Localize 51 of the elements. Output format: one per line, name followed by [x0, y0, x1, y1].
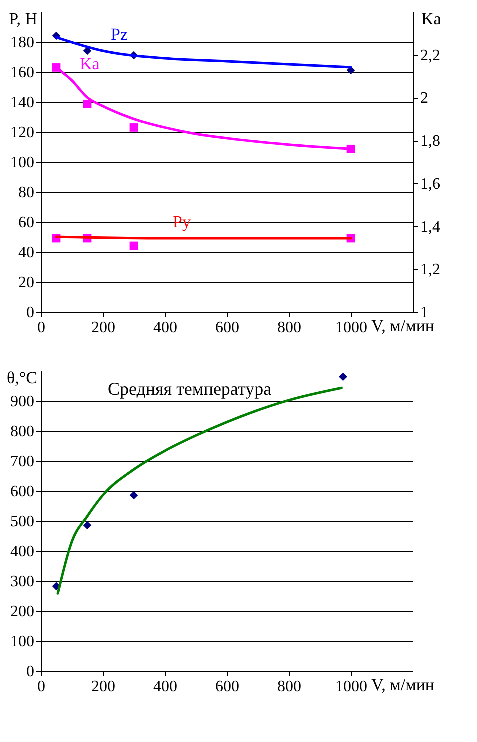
y2-axis-title: Ka	[422, 10, 442, 28]
y-tick-label: 80	[18, 184, 34, 202]
y2-tick-label: 1,2	[420, 262, 440, 279]
series-label: Pz	[111, 25, 128, 44]
y-tick-label: 400	[10, 544, 34, 560]
y2-tick-label: 1,6	[420, 176, 440, 193]
point	[130, 242, 138, 250]
y-axis-title: P, H	[9, 10, 38, 28]
y-tick-label: 800	[10, 424, 34, 440]
y-tick-label: 100	[10, 154, 34, 172]
y-tick-label: 60	[18, 214, 34, 232]
y-tick-label: 160	[10, 64, 34, 82]
x-tick-label: 800	[278, 678, 302, 696]
x-tick-label: 200	[92, 678, 116, 696]
y-axis-title: θ,°C	[6, 368, 38, 388]
y-tick-label: 100	[10, 634, 34, 650]
y-tick-label: 600	[10, 484, 34, 500]
annotation: Средняя температура	[108, 379, 272, 399]
x-tick-label: 600	[216, 678, 240, 696]
y2-tick-label: 2	[420, 90, 428, 108]
x-tick-label: 0	[38, 678, 46, 696]
y2-tick-label: 2,2	[420, 47, 440, 64]
x-tick-label: 1000	[336, 678, 368, 696]
x-axis-title: V, м/мин	[372, 676, 435, 694]
y-tick-label: 140	[10, 94, 34, 112]
y2-tick-label: 1,4	[420, 218, 440, 236]
y2-tick-label: 1,8	[420, 133, 440, 150]
y-tick-label: 200	[10, 604, 34, 620]
y-tick-label: 20	[18, 274, 34, 292]
series-label: Ka	[80, 54, 100, 74]
point	[83, 521, 92, 530]
y-tick-label: 700	[10, 454, 34, 470]
x-tick-label: 400	[154, 678, 178, 696]
y-tick-label: 0	[26, 664, 34, 680]
x-tick-label: 600	[216, 320, 240, 336]
x-tick-label: 400	[154, 320, 178, 336]
point	[130, 124, 138, 132]
y-tick-label: 180	[10, 34, 34, 52]
x-tick-label: 0	[38, 320, 46, 336]
y-tick-label: 0	[26, 304, 34, 322]
y-tick-label: 300	[10, 574, 34, 590]
point	[83, 100, 92, 108]
y-tick-label: 40	[18, 244, 34, 262]
point	[130, 491, 138, 500]
y-tick-label: 500	[10, 514, 34, 530]
y-tick-label: 120	[10, 124, 34, 142]
x-tick-label: 800	[278, 320, 302, 336]
point	[339, 372, 348, 382]
x-tick-label: 1000	[336, 320, 368, 336]
x-tick-label: 200	[92, 320, 116, 336]
y-tick-label: 900	[10, 394, 34, 410]
